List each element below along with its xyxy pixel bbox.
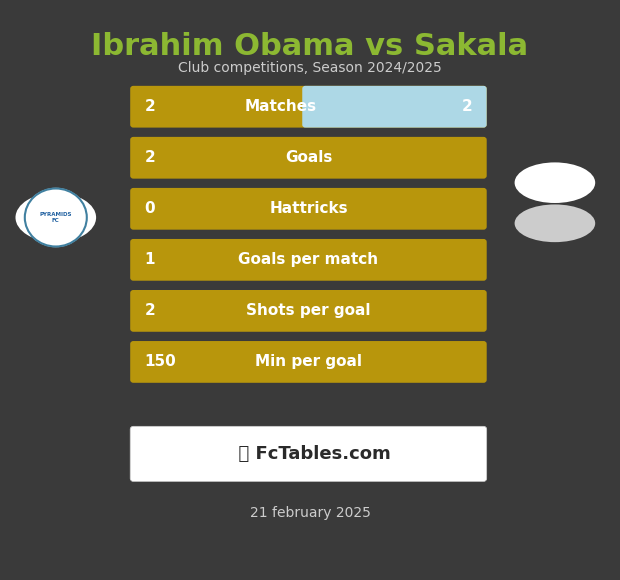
Text: Goals per match: Goals per match xyxy=(238,252,379,267)
Ellipse shape xyxy=(515,205,595,242)
Text: 21 february 2025: 21 february 2025 xyxy=(250,506,370,520)
Bar xyxy=(305,89,314,125)
Text: PYRAMIDS
FC: PYRAMIDS FC xyxy=(40,212,72,223)
Text: 2: 2 xyxy=(462,99,472,114)
Circle shape xyxy=(25,188,87,246)
FancyBboxPatch shape xyxy=(302,86,487,128)
FancyBboxPatch shape xyxy=(130,86,487,128)
Text: 2: 2 xyxy=(144,150,155,165)
Text: 📈 FcTables.com: 📈 FcTables.com xyxy=(226,445,391,463)
FancyBboxPatch shape xyxy=(130,188,487,230)
Text: Goals: Goals xyxy=(285,150,332,165)
Text: 150: 150 xyxy=(144,354,176,369)
FancyBboxPatch shape xyxy=(130,290,487,332)
Text: Shots per goal: Shots per goal xyxy=(246,303,371,318)
Ellipse shape xyxy=(16,193,96,242)
Text: Hattricks: Hattricks xyxy=(269,201,348,216)
Text: Min per goal: Min per goal xyxy=(255,354,362,369)
Text: 1: 1 xyxy=(144,252,155,267)
Ellipse shape xyxy=(515,162,595,203)
Text: 2: 2 xyxy=(144,303,155,318)
Text: Club competitions, Season 2024/2025: Club competitions, Season 2024/2025 xyxy=(178,61,442,75)
FancyBboxPatch shape xyxy=(130,426,487,481)
Text: 2: 2 xyxy=(144,99,155,114)
Text: Matches: Matches xyxy=(244,99,316,114)
FancyBboxPatch shape xyxy=(130,239,487,281)
FancyBboxPatch shape xyxy=(130,341,487,383)
Text: Ibrahim Obama vs Sakala: Ibrahim Obama vs Sakala xyxy=(91,32,529,61)
Text: 0: 0 xyxy=(144,201,155,216)
FancyBboxPatch shape xyxy=(130,137,487,179)
